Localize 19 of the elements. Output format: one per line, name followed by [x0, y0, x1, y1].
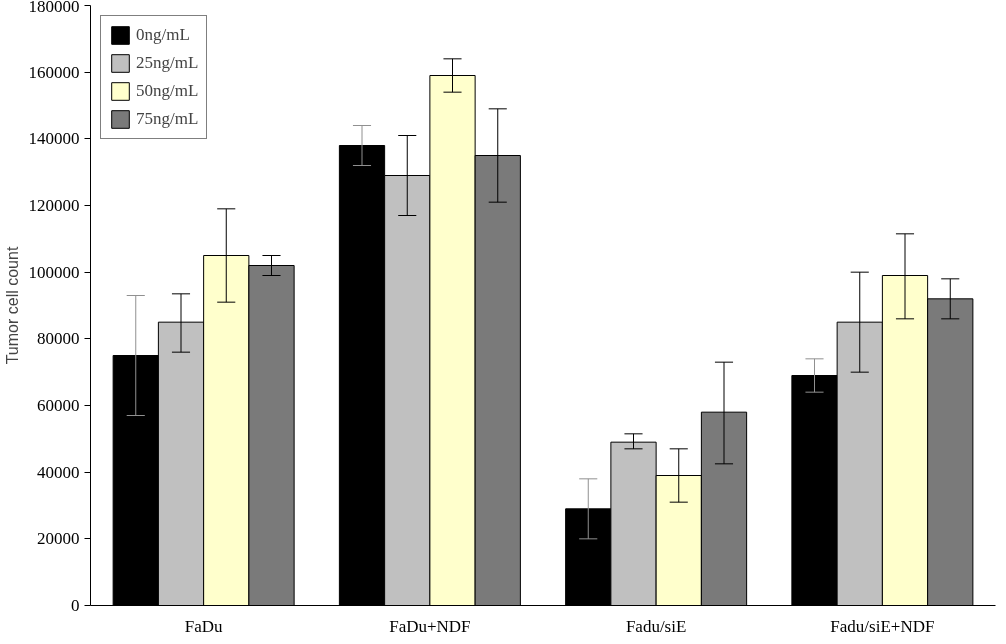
legend-label: 75ng/mL: [136, 109, 199, 129]
y-tick-label: 140000: [28, 129, 80, 149]
y-tick-label: 0: [71, 596, 80, 615]
y-tick-label: 60000: [37, 396, 80, 415]
y-tick-label: 40000: [37, 462, 80, 482]
legend-label: 50ng/mL: [136, 81, 199, 101]
y-tick-label: 20000: [37, 529, 80, 549]
y-tick-label: 100000: [28, 262, 80, 282]
x-tick-label: FaDu: [184, 616, 224, 636]
y-tick-label: 160000: [28, 62, 80, 82]
x-tick-label: Fadu/siE: [625, 616, 687, 636]
legend-label: 0ng/mL: [136, 25, 190, 45]
y-tick-label: 180000: [28, 0, 80, 16]
y-tick-label: 120000: [28, 196, 80, 215]
x-tick-label: FaDu+NDF: [389, 616, 471, 636]
x-tick-label: Fadu/siE+NDF: [830, 616, 935, 636]
y-axis-title: Tumor cell count: [3, 246, 21, 365]
y-tick-label: 80000: [37, 329, 80, 349]
legend-label: 25ng/mL: [136, 53, 199, 73]
